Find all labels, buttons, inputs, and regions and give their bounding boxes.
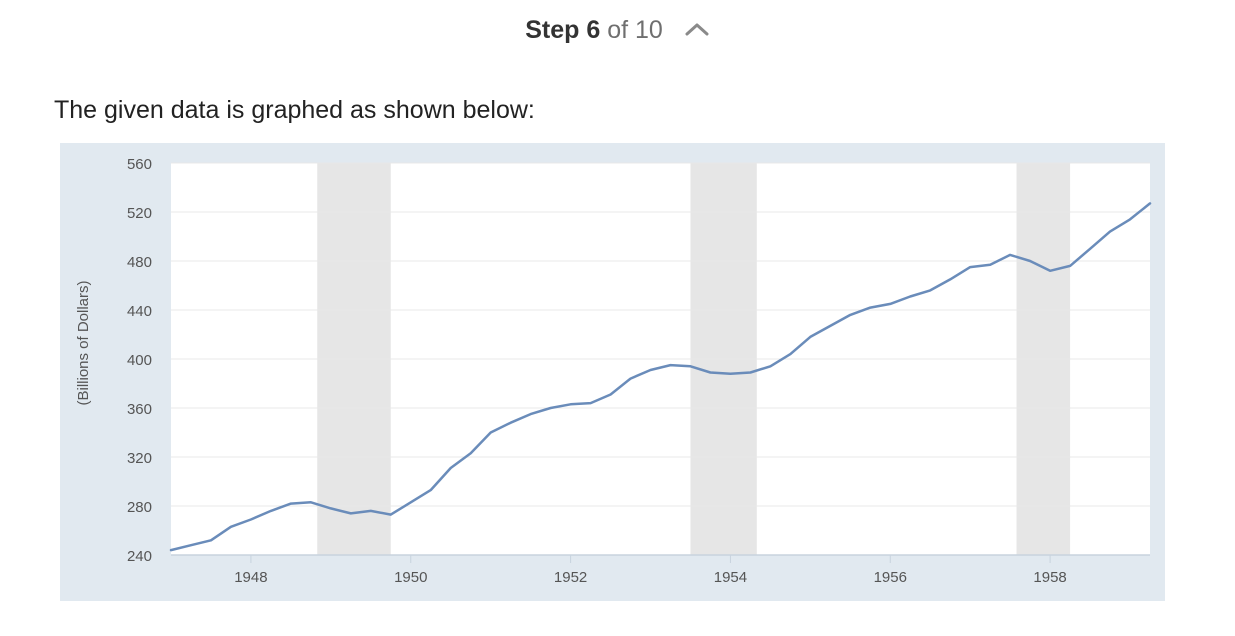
y-axis-label: (Billions of Dollars) — [75, 280, 92, 405]
intro-text: The given data is graphed as shown below… — [54, 96, 535, 124]
x-tick-label-1952: 1952 — [554, 569, 587, 586]
y-tick-label-400: 400 — [127, 352, 152, 369]
grid-lines — [171, 162, 1150, 556]
x-tick-label-1956: 1956 — [874, 569, 907, 586]
y-tick-label-440: 440 — [127, 303, 152, 320]
y-tick-label-480: 480 — [127, 254, 152, 271]
x-tick-label-1954: 1954 — [714, 569, 747, 586]
x-tick-label-1950: 1950 — [394, 569, 427, 586]
y-tick-label-560: 560 — [127, 156, 152, 173]
x-tick-label-1958: 1958 — [1033, 569, 1066, 586]
chevron-up-icon[interactable] — [684, 21, 710, 37]
y-tick-label-280: 280 — [127, 499, 152, 516]
y-axis-ticks: 240 280 320 360 400 440 480 520 560 — [127, 156, 152, 565]
y-tick-label-360: 360 — [127, 401, 152, 418]
x-axis-ticks: 1948 1950 1952 1954 1956 1958 — [234, 555, 1067, 586]
step-label: Step — [525, 16, 580, 44]
y-tick-label-320: 320 — [127, 450, 152, 467]
step-total: of 10 — [607, 16, 663, 44]
series-lines — [169, 202, 1152, 552]
x-tick-label-1948: 1948 — [234, 569, 267, 586]
line-chart: 240 280 320 360 400 440 480 520 560 1948 1950 1952… — [75, 156, 1152, 586]
chart-container: 240 280 320 360 400 440 480 520 560 1948 1950 1952… — [60, 143, 1165, 601]
step-indicator: Step 6 of 10 — [0, 14, 1235, 46]
y-tick-label-240: 240 — [127, 548, 152, 565]
step-current-number: 6 — [586, 16, 601, 44]
y-tick-label-520: 520 — [127, 205, 152, 222]
series-line-1 — [169, 202, 1152, 552]
